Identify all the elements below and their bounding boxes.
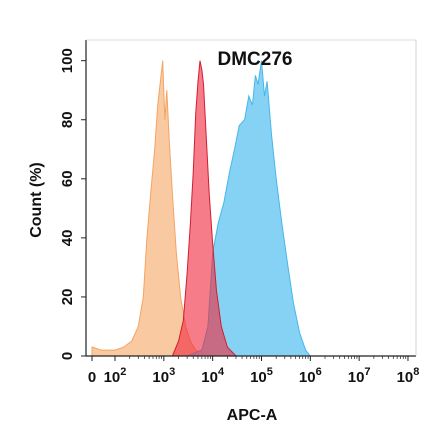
x-tick-label: 102 bbox=[104, 366, 127, 386]
x-tick-label: 104 bbox=[201, 366, 225, 386]
x-tick-label: 108 bbox=[397, 366, 420, 386]
y-tick-label: 40 bbox=[59, 230, 76, 247]
x-tick-label: 0 bbox=[88, 369, 96, 386]
x-tick-label: 105 bbox=[250, 366, 273, 386]
y-tick-label: 20 bbox=[59, 289, 76, 306]
y-tick-label: 0 bbox=[59, 352, 76, 360]
x-axis-title: APC-A bbox=[227, 407, 278, 424]
x-tick-label: 106 bbox=[299, 366, 322, 386]
chart-title: DMC276 bbox=[218, 49, 293, 70]
y-axis-title: Count (%) bbox=[28, 162, 45, 238]
series-layer bbox=[91, 60, 312, 357]
y-tick-label: 80 bbox=[59, 111, 76, 128]
axes-layer: 0 20 40 60 80 100 0 102 103 104 105 106 107 108 bbox=[59, 39, 420, 386]
histogram-series-3 bbox=[171, 60, 238, 357]
histogram-series-2 bbox=[186, 60, 312, 357]
y-tick-label: 100 bbox=[59, 48, 76, 73]
y-tick-label: 60 bbox=[59, 170, 76, 187]
x-tick-label: 107 bbox=[348, 366, 371, 386]
x-tick-label: 103 bbox=[152, 366, 175, 386]
